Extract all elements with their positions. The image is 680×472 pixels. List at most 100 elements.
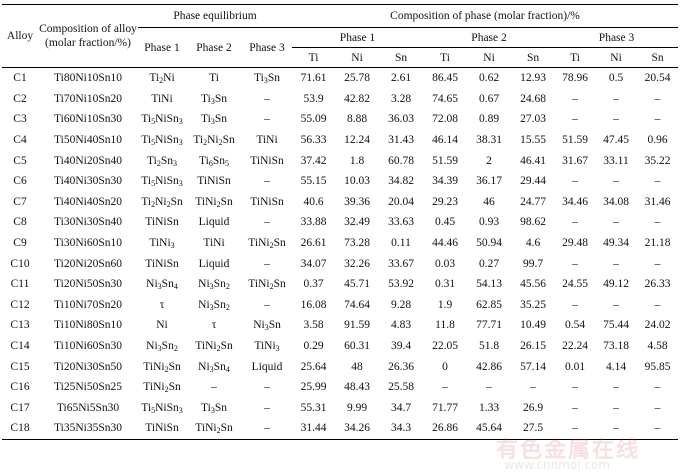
cell-alloy: C8: [13, 216, 27, 229]
cell-p2-sn: 57.14: [520, 360, 546, 373]
cell-p3-ti: –: [572, 216, 578, 229]
cell-p1-ni: 12.24: [344, 134, 370, 147]
cell-phase-2: Liquid: [198, 216, 230, 229]
table-row: C15 Ti20Ni30Sn50 TiNi2Sn Ni3Sn4 Liquid 25.64 4…: [2, 356, 678, 377]
cell-p3-ni: –: [613, 113, 619, 126]
cell-phase-1: Ti2Ni2Sn: [141, 195, 183, 209]
cell-p3-sn: 24.02: [644, 319, 671, 332]
cell-p3-ni: –: [613, 216, 619, 229]
cell-phase-3: –: [264, 401, 270, 414]
header-phase-1-composition: Phase 1: [292, 27, 424, 48]
cell-p1-ni: 39.36: [344, 195, 370, 208]
cell-alloy-composition: Ti40Ni30Sn30: [54, 175, 122, 188]
table-row: C18 Ti35Ni35Sn30 TiNiSn TiNi2Sn –31.44 34.26 3…: [2, 418, 679, 440]
cell-p2-sn: 98.62: [520, 216, 546, 229]
cell-p3-sn: –: [654, 381, 661, 394]
cell-p3-ti: –: [572, 92, 578, 105]
cell-p2-sn: –: [530, 381, 536, 394]
header-p1-ti: Ti: [292, 47, 336, 68]
cell-alloy: C12: [10, 298, 30, 311]
cell-p2-ni: 54.13: [476, 278, 502, 291]
cell-p3-ni: –: [613, 381, 619, 394]
table-row: C10 Ti20Ni20Sn60 TiNiSn Liquid – 34.07 32.26 33…: [2, 253, 678, 274]
cell-p1-ni: 32.26: [344, 257, 370, 270]
cell-p1-ti: 55.31: [300, 401, 327, 414]
cell-p1-ti: 71.61: [300, 72, 327, 85]
header-p1-ni: Ni: [335, 47, 380, 68]
watermark-url: www.cnnmol.com: [504, 458, 610, 472]
cell-phase-1: TiNi2Sn: [143, 381, 181, 395]
cell-phase-3: TiNi3: [254, 340, 280, 354]
cell-phase-2: TiNiSn: [197, 175, 231, 188]
cell-phase-1: τ: [159, 298, 165, 311]
cell-phase-3: TiNiSn: [250, 195, 284, 208]
cell-phase-3: –: [242, 418, 293, 440]
cell-p3-ti: –: [572, 298, 578, 311]
cell-alloy-composition: Ti30Ni30Sn40: [54, 216, 122, 229]
cell-p2-ti: 71.77: [432, 401, 458, 414]
table-row: C14 Ti10Ni60Sn30 Ni3Sn2 TiNi2Sn TiNi3 0.29 60.…: [2, 336, 678, 357]
cell-p2-ni: 0.89: [478, 113, 500, 126]
cell-p1-sn: 36.03: [388, 113, 414, 126]
cell-p1-ni: 74.64: [344, 298, 370, 311]
cell-p2-ti: 0.45: [434, 216, 456, 229]
cell-phase-3: TiNi2Sn: [248, 237, 286, 251]
cell-p1-ti: 53.9: [303, 92, 324, 105]
cell-p1-ni: 91.59: [344, 319, 370, 332]
cell-p3-ni: –: [613, 92, 619, 105]
cell-p2-ti: 0: [442, 360, 448, 373]
cell-alloy: C16: [10, 381, 30, 394]
cell-phase-3: TiNi: [256, 134, 278, 147]
cell-p3-ti: –: [572, 113, 578, 126]
cell-alloy-composition: Ti80Ni10Sn10: [54, 72, 122, 85]
cell-p2-ni: 38.31: [476, 134, 502, 147]
cell-p3-ti: 0.01: [564, 360, 586, 373]
cell-p2-ti: 11.8: [435, 319, 455, 332]
cell-p1-ti: 34.07: [300, 257, 327, 270]
cell-p2-sn: 46.41: [520, 154, 546, 167]
cell-phase-3: TiNi2Sn: [248, 278, 286, 292]
header-phase-equilibrium-3: Phase 3: [242, 27, 293, 68]
cell-p1-ti: 3.58: [303, 319, 324, 332]
cell-p3-ti: 24.55: [562, 278, 588, 291]
cell-phase-3: –: [264, 216, 270, 229]
cell-p3-sn: –: [654, 113, 661, 126]
cell-p2-ni: –: [486, 381, 492, 394]
cell-phase-1: Ti5NiSn3: [141, 401, 183, 415]
cell-phase-2: τ: [211, 319, 217, 332]
cell-p1-sn: 60.78: [388, 154, 414, 167]
cell-phase-1: TiNi: [151, 92, 173, 105]
cell-p2-ni: 45.64: [467, 418, 512, 440]
cell-p1-ni: 34.26: [335, 418, 380, 440]
cell-p3-sn: –: [637, 418, 679, 440]
cell-p1-ti: 56.33: [300, 134, 327, 147]
cell-phase-3: Liquid: [251, 360, 283, 373]
cell-p2-ti: 1.9: [437, 298, 453, 311]
cell-phase-1: TiNi3: [149, 237, 175, 251]
cell-alloy-composition: Ti25Ni50Sn25: [54, 381, 122, 394]
cell-phase-1: TiNiSn: [145, 257, 179, 270]
cell-p1-ni: 42.82: [344, 92, 370, 105]
table-row: C5 Ti40Ni20Sn40 Ti2Sn3 Ti6Sn5 TiNiSn 37.42 1.8…: [2, 150, 678, 171]
cell-p1-ti: 25.64: [300, 360, 327, 373]
cell-alloy: C13: [10, 319, 30, 332]
cell-phase-2: Ti3Sn: [201, 401, 227, 415]
cell-alloy-composition: Ti30Ni60Sn10: [54, 237, 122, 250]
table-row: C12 Ti10Ni70Sn20 τ Ni3Sn2 – 16.08 74.64 9.28 1.9…: [2, 295, 678, 316]
cell-p1-ni: 9.99: [346, 401, 368, 414]
cell-p3-ni: 75.44: [603, 319, 629, 332]
cell-p1-sn: 34.7: [390, 401, 412, 414]
cell-p1-sn: 34.82: [388, 175, 414, 188]
cell-alloy: C4: [13, 134, 27, 147]
header-phase-equilibrium-1: Phase 1: [138, 27, 186, 68]
cell-phase-2: Ni3Sn4: [198, 360, 230, 374]
cell-p2-sn: 27.03: [520, 113, 546, 126]
table-row: C11 Ti20Ni50Sn30 Ni3Sn4 Ni3Sn2 TiNi2Sn 0.37 45…: [2, 274, 678, 295]
cell-p2-ni: 46: [483, 195, 495, 208]
cell-p1-sn: 3.28: [390, 92, 412, 105]
table-row: C6 Ti40Ni30Sn30 Ti5NiSn3 TiNiSn – 55.15 10.03 3…: [2, 171, 678, 192]
table-row: C17 Ti65Ni5Sn30 Ti5NiSn3 Ti3Sn – 55.31 9.99 34.…: [2, 398, 678, 419]
cell-alloy: C17: [10, 401, 30, 414]
cell-phase-3: –: [264, 175, 270, 188]
cell-p2-ti: –: [442, 381, 448, 394]
